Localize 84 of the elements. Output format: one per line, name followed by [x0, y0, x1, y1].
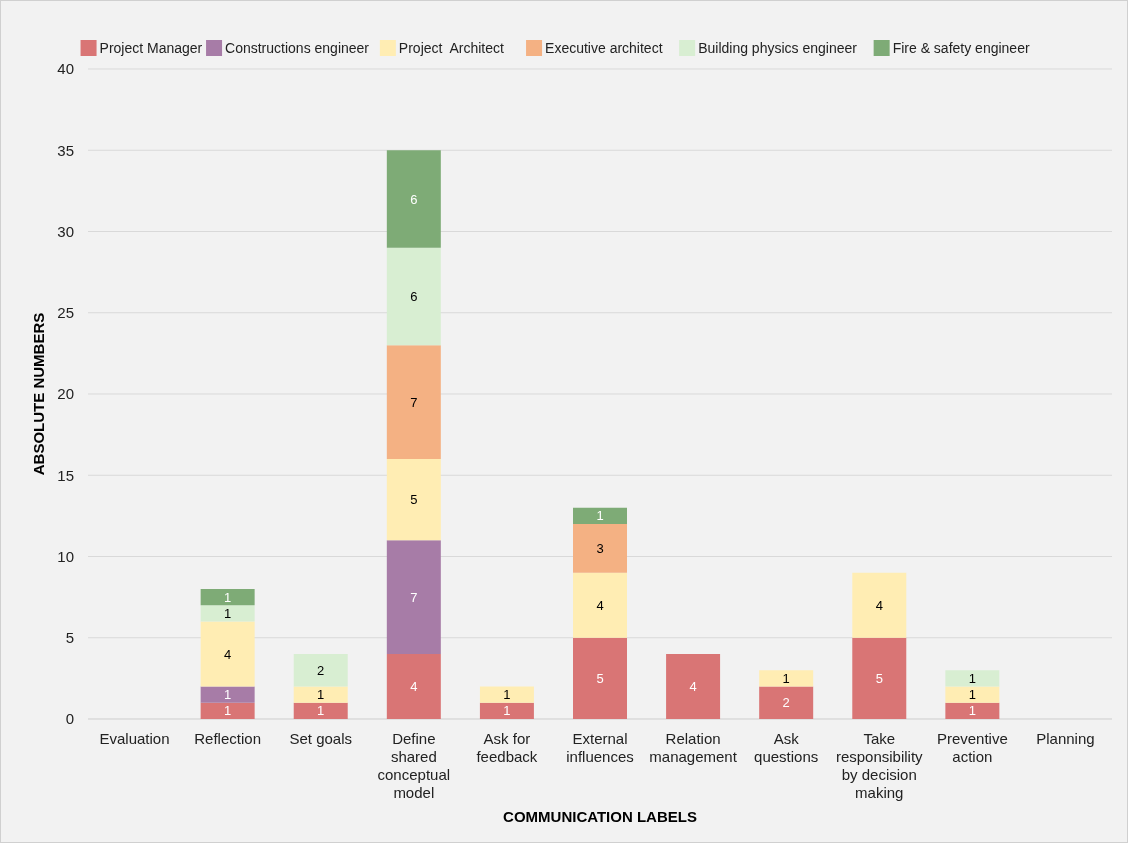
data-label: 7: [410, 589, 418, 605]
legend-label: Constructions engineer: [225, 39, 370, 56]
data-label: 4: [875, 597, 883, 613]
bar: [945, 702, 1000, 719]
bar: [759, 686, 814, 719]
bar: [200, 605, 255, 622]
x-tick-label: Preventive action: [936, 730, 1008, 765]
y-tick-label: 30: [57, 222, 74, 240]
data-label: 1: [782, 670, 790, 686]
y-tick-label: 10: [57, 547, 74, 565]
x-tick-label: External influences: [566, 730, 634, 765]
y-tick-label: 40: [57, 60, 74, 78]
data-label: 6: [410, 289, 418, 305]
x-tick-label: Take responsibility by decision making: [835, 730, 924, 801]
y-tick-label: 25: [57, 304, 74, 321]
bar: [386, 150, 441, 248]
y-tick-label: 0: [65, 710, 74, 728]
data-label: 1: [503, 703, 511, 719]
data-label: 1: [317, 703, 325, 719]
bar: [386, 345, 441, 459]
x-tick-label: Reflection: [194, 730, 261, 747]
x-tick-label: Set goals: [289, 730, 352, 747]
bar: [479, 702, 534, 719]
bar: [573, 572, 627, 638]
y-axis-title: ABSOLUTE NUMBERS: [30, 312, 47, 476]
y-tick-label: 5: [65, 629, 74, 646]
x-tick-label: Define shared conceptual model: [377, 730, 451, 801]
bar: [852, 637, 907, 719]
bar: [200, 589, 255, 606]
data-label: 6: [410, 191, 418, 207]
y-tick-label: 35: [57, 141, 74, 159]
data-label: 1: [503, 687, 511, 703]
data-label: 5: [410, 492, 418, 508]
legend-label: Project Manager: [99, 39, 203, 56]
bar: [573, 507, 627, 524]
data-label: 4: [410, 679, 418, 695]
bar: [852, 572, 907, 638]
bar: [945, 670, 1000, 687]
data-label: 1: [596, 508, 604, 524]
data-label: 1: [224, 687, 232, 703]
bar: [479, 686, 534, 703]
bar: [666, 654, 721, 719]
data-label: 2: [782, 695, 790, 711]
data-label: 5: [875, 670, 883, 686]
data-label: 3: [596, 540, 604, 556]
x-tick-label: Ask questions: [754, 730, 819, 765]
y-tick-label: 15: [57, 466, 74, 484]
data-label: 1: [968, 703, 976, 719]
data-label: 1: [224, 703, 232, 719]
data-label: 7: [410, 394, 418, 410]
bar: [759, 670, 814, 687]
legend-label: Building physics engineer: [698, 39, 858, 56]
bar: [200, 702, 255, 719]
data-label: 2: [317, 662, 325, 678]
data-label: 1: [224, 605, 232, 621]
bar: [386, 540, 441, 654]
data-label: 1: [317, 687, 325, 703]
legend-label: Project Architect: [398, 39, 504, 56]
bar: [293, 702, 348, 719]
legend-label: Fire & safety engineer: [892, 39, 1030, 56]
x-axis-title: COMMUNICATION LABELS: [503, 808, 697, 825]
bar: [200, 686, 255, 703]
bar: [293, 654, 348, 687]
bar: [945, 686, 1000, 703]
bar: [573, 524, 627, 573]
x-tick-label: Evaluation: [99, 730, 170, 747]
x-tick-label: Relation management: [649, 730, 738, 765]
data-label: 1: [224, 589, 232, 605]
data-label: 4: [224, 646, 232, 662]
x-tick-label: Planning: [1036, 730, 1095, 747]
bar: [386, 459, 441, 541]
y-tick-label: 20: [57, 385, 74, 403]
data-label: 1: [968, 687, 976, 703]
data-label: 1: [968, 670, 976, 686]
data-label: 4: [689, 679, 697, 695]
x-tick-label: Ask for feedback: [476, 730, 538, 765]
bar: [386, 654, 441, 719]
legend-label: Executive architect: [545, 39, 663, 56]
bar: [200, 621, 255, 687]
bar: [386, 247, 441, 346]
data-label: 5: [596, 670, 604, 686]
bar: [573, 637, 627, 719]
bar: [293, 686, 348, 703]
data-label: 4: [596, 597, 604, 613]
